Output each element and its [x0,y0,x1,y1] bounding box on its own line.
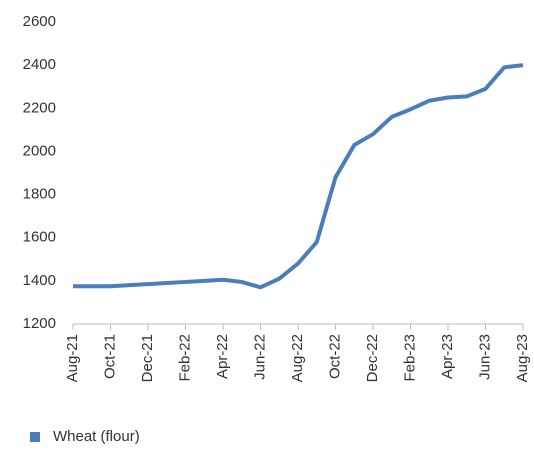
x-tick-label: Aug-23 [514,334,531,382]
y-tick-label: 2600 [23,13,56,30]
y-tick-label: 2000 [23,142,56,159]
legend-swatch [30,432,40,442]
x-tick-label: Apr-22 [214,334,231,379]
x-tick-label: Feb-22 [176,334,193,382]
x-tick-label: Dec-21 [139,334,156,382]
x-tick-label: Dec-22 [364,334,381,382]
x-tick-label: Oct-21 [101,334,118,379]
line [73,63,524,290]
y-tick-label: 2400 [23,56,56,73]
y-tick-label: 1200 [23,315,56,332]
x-tick-label: Aug-22 [289,334,306,382]
x-tick-label: Jun-22 [251,334,268,380]
x-tick-label: Apr-23 [439,334,456,379]
x-tick-label: Feb-23 [401,334,418,382]
y-tick-label: 1400 [23,272,56,289]
y-tick-label: 1600 [23,229,56,246]
x-tick-label: Oct-22 [326,334,343,379]
legend-label: Wheat (flour) [53,428,140,445]
y-tick-label: 2200 [23,99,56,116]
x-tick-label: Jun-23 [476,334,493,380]
x-tick-label: Aug-21 [64,334,81,382]
y-tick-label: 1800 [23,186,56,203]
